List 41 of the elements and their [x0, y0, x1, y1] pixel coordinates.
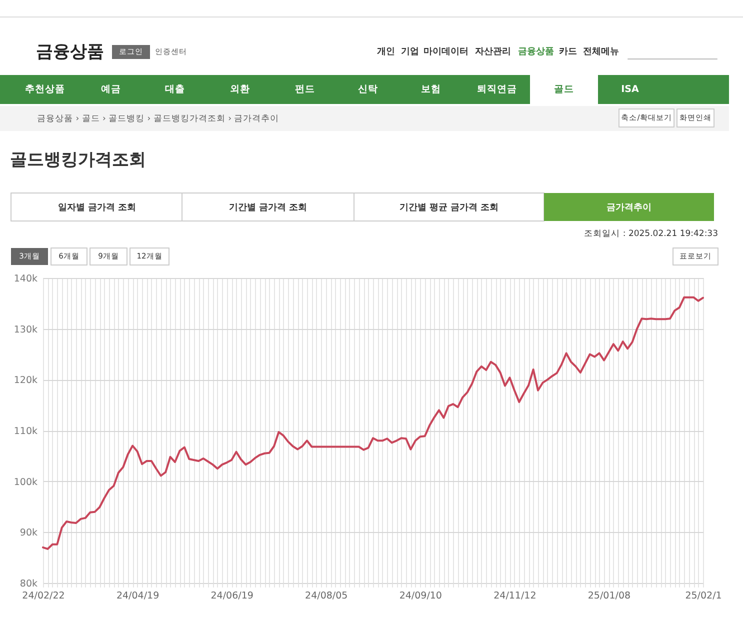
text: 일자별 금가격 조회	[58, 203, 136, 213]
text: 금융상품 › 골드 › 골드뱅킹 › 골드뱅킹가격조회 › 금가격추이	[37, 114, 280, 124]
y-tick-label: 110k	[14, 426, 38, 437]
y-tick-label: 90k	[20, 528, 38, 539]
text: 추천상품	[25, 84, 65, 95]
text: 퇴직연금	[477, 84, 517, 95]
text: 펀드	[295, 84, 315, 95]
text: ISA	[621, 84, 640, 95]
chart-title: 골드뱅킹가격조회	[10, 150, 146, 170]
x-tick-label: 25/01/08	[588, 590, 631, 602]
x-tick-label: 25/02/1	[685, 590, 722, 602]
line-series	[42, 296, 704, 550]
text: 기업	[401, 47, 419, 57]
text: 신탁	[358, 84, 378, 95]
text: 대출	[165, 84, 185, 95]
y-tick-label: 140k	[14, 274, 38, 284]
x-tick-label: 24/09/10	[399, 590, 442, 602]
text: 금융상품	[518, 47, 554, 57]
y-tick-label: 130k	[14, 324, 38, 336]
text: 기간별 금가격 조회	[228, 203, 308, 213]
text: 보험	[421, 84, 441, 95]
text: 마이데이터	[424, 47, 468, 57]
x-tick-label: 24/06/19	[210, 590, 254, 602]
text: 전체메뉴	[583, 47, 619, 57]
text: 기간별 평균 금가격 조회	[399, 203, 499, 213]
text: 금융상품	[36, 42, 104, 62]
text: 예금	[101, 84, 121, 95]
text: 금가격추이	[606, 203, 652, 213]
text: 자산관리	[475, 47, 511, 57]
y-tick-label: 80k	[20, 578, 38, 590]
x-tick-label: 24/08/05	[305, 590, 348, 602]
x-tick-label: 24/02/22	[22, 590, 65, 602]
text: 골드	[554, 84, 574, 95]
text: 카드	[559, 47, 577, 57]
text: 개인	[377, 47, 395, 57]
y-tick-label: 100k	[14, 476, 38, 488]
text: 외환	[230, 84, 250, 95]
x-tick-label: 24/11/12	[494, 590, 536, 602]
text: 조회일시 : 2025.02.21 19:42:33	[584, 229, 718, 239]
x-tick-label: 24/04/19	[116, 590, 160, 602]
y-tick-label: 120k	[14, 375, 38, 386]
